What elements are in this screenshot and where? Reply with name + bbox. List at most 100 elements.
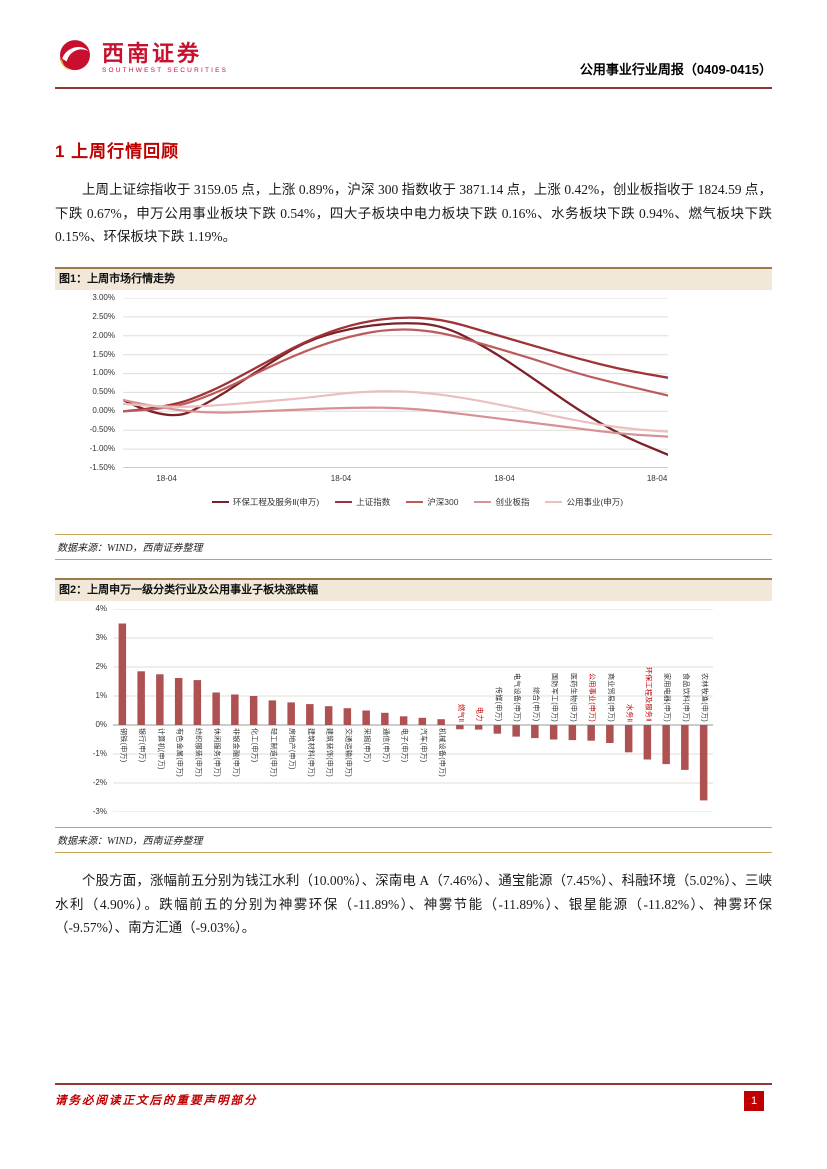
bar: [587, 724, 595, 741]
footer-disclaimer: 请务必阅读正文后的重要声明部分: [55, 1095, 258, 1107]
logo: 西南证券 SOUTHWEST SECURITIES: [55, 36, 228, 81]
legend-marker: [474, 500, 492, 504]
legend-item: 上证指数: [335, 496, 390, 508]
line-series-3: [121, 398, 670, 438]
y-tick-label: 2%: [95, 661, 107, 671]
line-series-1: [121, 316, 670, 413]
category-label: 农林牧渔(申万): [700, 672, 708, 722]
y-tick-label: -1%: [92, 748, 107, 758]
section-title: 1 上周行情回顾: [55, 142, 180, 161]
figure-2: 图2：上周申万一级分类行业及公用事业子板块涨跌幅 4% 3% 2% 1% 0% -1% -2…: [55, 577, 772, 853]
y-tick-label: -2%: [92, 777, 107, 787]
category-label: 建筑装饰(申万): [325, 727, 333, 777]
bar: [156, 674, 164, 725]
figure-2-title: 图2：上周申万一级分类行业及公用事业子板块涨跌幅: [55, 577, 772, 601]
bar: [493, 724, 502, 734]
logo-text: 西南证券 SOUTHWEST SECURITIES: [102, 40, 229, 75]
category-label: 有色金属(申万): [175, 727, 183, 777]
line-chart-svg: [121, 297, 670, 469]
y-tick-label: 1.00%: [92, 368, 115, 378]
category-label: 通信(申万): [381, 727, 389, 763]
x-tick-label: 18-04: [494, 473, 515, 483]
bar: [137, 671, 145, 725]
bar: [306, 703, 314, 725]
line-chart-legend: 环保工程及服务Ⅱ(申万) 上证指数 沪深300 创业板指 公用事业(申万): [63, 496, 772, 508]
category-label: 非银金融(申万): [231, 727, 239, 777]
bar: [343, 708, 352, 725]
bar: [512, 724, 520, 737]
category-label: 家用电器(申万): [663, 672, 671, 722]
bar: [474, 724, 483, 730]
logo-icon: [55, 36, 95, 81]
y-tick-label: 1.50%: [92, 349, 115, 359]
line-series-0: [121, 322, 670, 456]
category-label: 传媒(申万): [494, 687, 502, 722]
figure-1-source: 数据来源：WIND，西南证券整理: [55, 533, 772, 560]
figure-1: 图1：上周市场行情走势 3.00% 2.50% 2.00% 1.50% 1.00% 0.5…: [55, 266, 772, 560]
category-label: 采掘(申万): [363, 727, 371, 763]
header-divider: [55, 87, 772, 89]
category-label: 交通运输(申万): [344, 727, 352, 777]
y-tick-label: 2.50%: [92, 311, 115, 321]
paragraph-stock-movers: 个股方面，涨幅前五分别为钱江水利（10.00%）、深南电 A（7.46%）、通宝…: [55, 872, 772, 936]
bar: [249, 695, 258, 725]
y-tick-label: 3%: [95, 632, 107, 642]
content: 1 上周行情回顾 上周上证综指收于 3159.05 点，上涨 0.89%，沪深 …: [55, 137, 772, 940]
bar: [212, 692, 220, 725]
legend-marker: [406, 500, 424, 504]
legend-item: 沪深300: [406, 496, 458, 508]
bar: [699, 724, 708, 801]
bar: [418, 717, 427, 725]
category-label: 化工(申万): [250, 727, 258, 763]
category-label: 机械设备(申万): [438, 727, 446, 777]
y-tick-label: -1.50%: [89, 462, 115, 472]
bar-chart: 4% 3% 2% 1% 0% -1% -2% -3% 钢铁(申万) 银行(申万) 计算机(申万) 有…: [63, 600, 772, 823]
legend-marker: [545, 500, 563, 504]
category-label: 房地产(申万): [288, 727, 296, 770]
y-tick-label: 2.00%: [92, 330, 115, 340]
bar: [118, 623, 127, 725]
bar: [381, 712, 389, 725]
bar-chart-plot: [113, 608, 713, 813]
logo-company-name: 西南证券: [102, 40, 203, 66]
figure-1-title: 图1：上周市场行情走势: [55, 266, 772, 290]
x-tick-label: 18-04: [156, 473, 177, 483]
figure-2-source: 数据来源：WIND，西南证券整理: [55, 826, 772, 853]
category-label: 水务Ⅱ: [625, 703, 633, 722]
category-label: 计算机(申万): [156, 727, 164, 770]
bar-chart-svg: [113, 608, 713, 813]
bar: [193, 679, 202, 725]
legend-label: 公用事业(申万): [566, 496, 624, 507]
bar: [606, 724, 614, 743]
category-label: 电气设备(申万): [513, 672, 521, 722]
category-label: 国防军工(申万): [550, 672, 558, 722]
bar: [662, 724, 670, 764]
page-number-badge: 1: [744, 1091, 764, 1111]
paragraph-market-summary: 上周上证综指收于 3159.05 点，上涨 0.89%，沪深 300 指数收于 …: [55, 182, 772, 245]
y-tick-label: 0%: [95, 719, 107, 729]
legend-label: 上证指数: [356, 496, 391, 507]
x-tick-label: 18-04: [646, 473, 668, 483]
bar: [624, 724, 633, 753]
legend-item: 公用事业(申万): [545, 496, 623, 508]
line-series-2: [121, 328, 670, 413]
category-label: 燃气Ⅱ: [456, 703, 464, 722]
y-tick-label: 1%: [95, 690, 107, 700]
category-label: 轻工制造(申万): [269, 727, 277, 777]
category-label: 电力: [475, 707, 483, 722]
y-tick-label: -3%: [92, 806, 107, 816]
bar: [324, 706, 333, 725]
category-label: 休闲服务(申万): [213, 727, 221, 777]
logo-company-name-en: SOUTHWEST SECURITIES: [102, 66, 229, 74]
y-tick-label: 3.00%: [92, 292, 115, 302]
y-tick-label: -1.00%: [89, 443, 115, 453]
bar: [643, 724, 652, 760]
bar: [362, 710, 370, 725]
y-tick-label: 4%: [95, 603, 107, 613]
bar: [681, 724, 689, 770]
legend-marker: [335, 500, 353, 504]
line-chart-plot: [121, 297, 670, 469]
legend-label: 环保工程及服务Ⅱ(申万): [232, 496, 320, 507]
category-label: 公用事业(申万): [588, 672, 596, 722]
